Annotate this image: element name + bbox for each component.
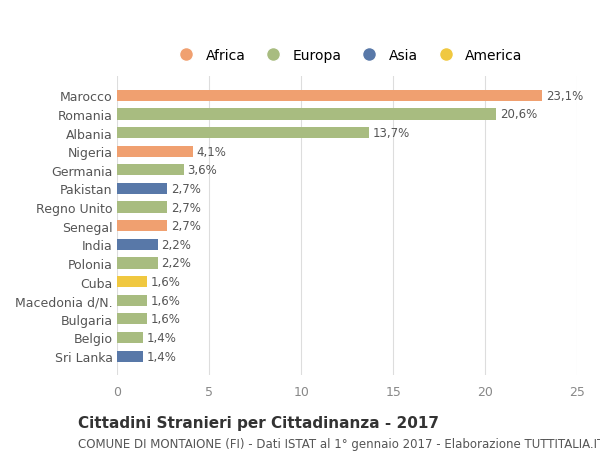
Bar (118, 295, 147, 306)
Bar (118, 351, 143, 362)
Text: 1,6%: 1,6% (151, 275, 181, 288)
Text: 1,4%: 1,4% (147, 331, 177, 344)
Text: 20,6%: 20,6% (500, 108, 537, 121)
Bar (118, 313, 147, 325)
Text: 2,7%: 2,7% (171, 183, 200, 196)
Text: 4,1%: 4,1% (197, 146, 226, 158)
Bar (118, 128, 370, 139)
Text: 1,4%: 1,4% (147, 350, 177, 363)
Bar (118, 109, 496, 120)
Bar (118, 165, 184, 176)
Bar (118, 202, 167, 213)
Bar (118, 276, 147, 287)
Text: 13,7%: 13,7% (373, 127, 410, 140)
Text: 1,6%: 1,6% (151, 294, 181, 307)
Text: 2,2%: 2,2% (161, 238, 191, 251)
Bar (118, 332, 143, 343)
Bar (118, 258, 158, 269)
Bar (118, 221, 167, 232)
Text: Cittadini Stranieri per Cittadinanza - 2017: Cittadini Stranieri per Cittadinanza - 2… (78, 415, 439, 430)
Text: 23,1%: 23,1% (546, 90, 583, 102)
Bar (118, 90, 542, 101)
Text: 2,7%: 2,7% (171, 201, 200, 214)
Text: 1,6%: 1,6% (151, 313, 181, 325)
Text: 2,2%: 2,2% (161, 257, 191, 270)
Bar (118, 146, 193, 157)
Text: COMUNE DI MONTAIONE (FI) - Dati ISTAT al 1° gennaio 2017 - Elaborazione TUTTITAL: COMUNE DI MONTAIONE (FI) - Dati ISTAT al… (78, 437, 600, 451)
Text: 3,6%: 3,6% (187, 164, 217, 177)
Bar (118, 239, 158, 250)
Legend: Africa, Europa, Asia, America: Africa, Europa, Asia, America (168, 45, 527, 67)
Bar (118, 184, 167, 195)
Text: 2,7%: 2,7% (171, 220, 200, 233)
